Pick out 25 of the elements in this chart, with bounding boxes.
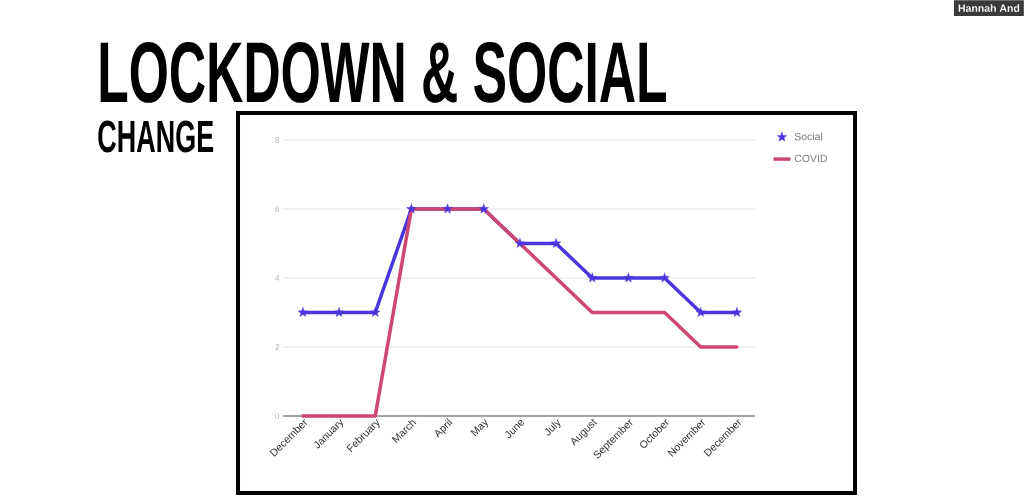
point	[442, 203, 453, 214]
point	[587, 272, 598, 283]
y-tick-label: 4	[275, 275, 280, 281]
y-tick-label: 6	[275, 206, 280, 212]
y-tick-label: 0	[275, 413, 280, 419]
point	[406, 203, 417, 214]
chart-title: LOCKDOWN & SOCIAL	[100, 41, 666, 103]
point	[623, 272, 634, 283]
chart-subtitle: CHANGE	[98, 120, 214, 153]
text: Hannah And	[958, 4, 1020, 12]
point	[334, 307, 345, 317]
point	[695, 307, 706, 317]
x-tick-label: July	[544, 419, 561, 436]
point	[297, 307, 308, 317]
point	[659, 272, 670, 283]
point	[370, 307, 381, 317]
y-tick-label: 8	[275, 137, 280, 143]
legend-label: COVID	[794, 154, 827, 163]
x-tick-label: May	[470, 418, 488, 437]
y-tick-label: 2	[275, 344, 280, 350]
point	[478, 203, 489, 214]
point	[514, 238, 525, 248]
legend-label: Social	[794, 132, 823, 141]
point	[551, 238, 562, 248]
point	[731, 307, 742, 317]
